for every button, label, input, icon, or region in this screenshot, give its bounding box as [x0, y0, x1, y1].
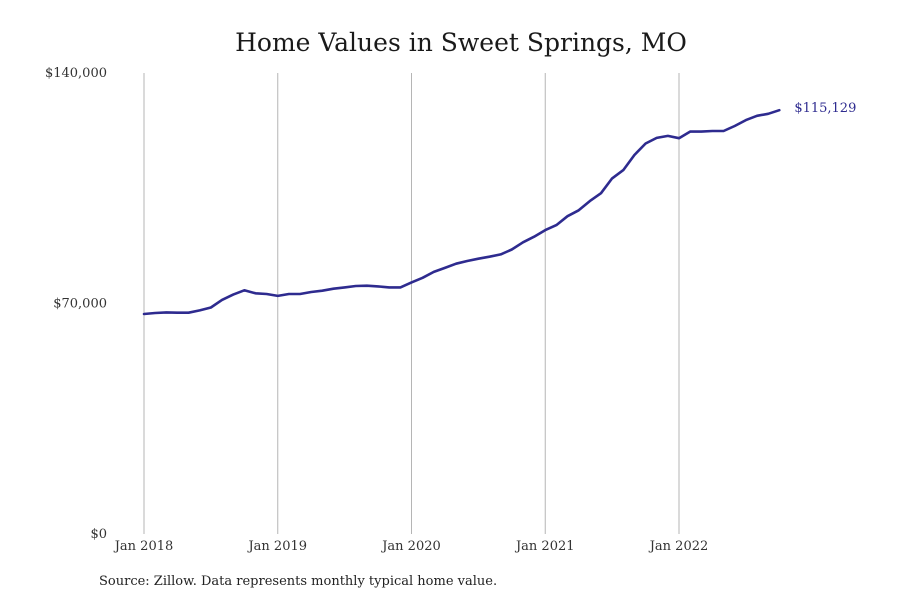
y-tick-label: $0	[90, 527, 107, 542]
series-line-0	[142, 108, 781, 316]
x-tick-label: Jan 2021	[514, 539, 575, 554]
y-axis-ticks: $0 $70,000 $140,000	[45, 66, 107, 542]
series-layer: $115,129	[142, 101, 856, 316]
y-tick-label: $70,000	[53, 297, 107, 312]
x-tick-label: Jan 2019	[246, 539, 307, 554]
series-end-label: $115,129	[794, 101, 856, 116]
x-tick-label: Jan 2022	[648, 539, 709, 554]
gridlines	[143, 73, 680, 534]
y-tick-label: $140,000	[45, 66, 107, 81]
x-tick-label: Jan 2020	[380, 539, 441, 554]
x-axis-ticks: Jan 2018 Jan 2019 Jan 2020 Jan 2021 Jan 2022	[113, 539, 709, 554]
source-note: Source: Zillow. Data represents monthly …	[99, 574, 497, 589]
x-tick-label: Jan 2018	[113, 539, 174, 554]
chart-title: Home Values in Sweet Springs, MO	[235, 28, 687, 57]
